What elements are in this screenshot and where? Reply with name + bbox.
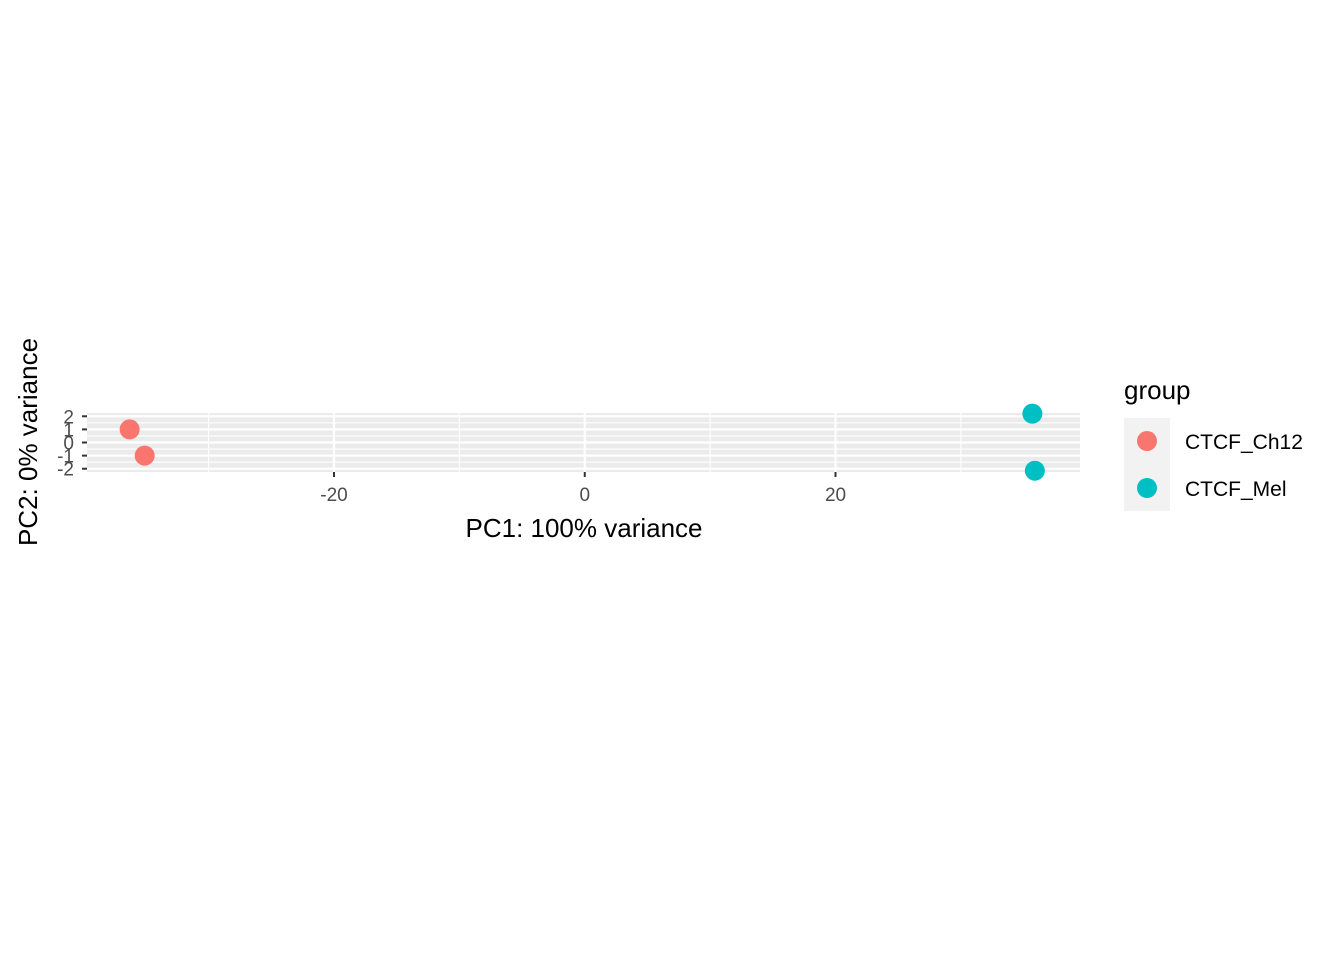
data-points (119, 403, 1045, 481)
grid-major (87, 413, 1080, 472)
y-tick-label: -2 (57, 460, 74, 481)
legend: group CTCF_Ch12 CTCF_Mel (1124, 375, 1303, 511)
y-tick-label: 2 (63, 407, 74, 428)
y-axis: 210-1-2 (57, 407, 87, 481)
y-axis-title: PC2: 0% variance (13, 338, 43, 546)
data-point-ctcf-mel (1024, 460, 1045, 481)
x-axis-title: PC1: 100% variance (465, 513, 702, 543)
data-point-ctcf-mel (1022, 403, 1043, 424)
x-axis: -20 0 20 (320, 472, 846, 506)
data-point-ctcf-ch12 (134, 445, 155, 466)
x-tick-label: -20 (320, 485, 347, 506)
y-tick-label: 1 (63, 420, 74, 441)
legend-key-ctcf-mel (1137, 478, 1157, 498)
x-tick-label: 0 (579, 485, 590, 506)
y-tick-label: -1 (57, 447, 74, 468)
legend-title: group (1124, 375, 1191, 405)
data-point-ctcf-ch12 (119, 419, 140, 440)
legend-label-ctcf-ch12: CTCF_Ch12 (1185, 431, 1303, 454)
legend-label-ctcf-mel: CTCF_Mel (1185, 478, 1287, 501)
grid-minor (87, 413, 1080, 472)
x-tick-label: 20 (825, 485, 846, 506)
y-tick-label: 0 (63, 434, 74, 455)
legend-key-ctcf-ch12 (1137, 431, 1157, 451)
